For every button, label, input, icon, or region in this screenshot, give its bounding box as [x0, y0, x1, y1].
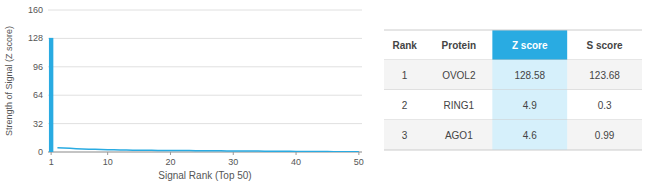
- y-tick-label: 0: [38, 147, 43, 157]
- highlight-cell-bg: [492, 120, 567, 150]
- y-tick-label: 160: [28, 5, 43, 15]
- line: [57, 148, 358, 152]
- y-axis-label: Strength of Signal (Z score): [4, 26, 14, 136]
- table-cell: AGO1: [445, 130, 473, 141]
- table-cell: 0.99: [595, 130, 615, 141]
- table-cell: 1: [402, 70, 408, 81]
- x-tick-label: 40: [291, 157, 301, 167]
- highlight-cell-bg: [492, 90, 567, 120]
- table-cell: 4.9: [523, 100, 537, 111]
- x-tick: [107, 152, 108, 155]
- table-cell: 123.68: [589, 70, 620, 81]
- plot-area: [49, 38, 359, 152]
- highlight-cell-bg: [492, 60, 567, 90]
- chart-root: 032649612816011020304050Signal Rank (Top…: [0, 0, 650, 191]
- table-header: Z score: [512, 40, 548, 51]
- table-cell: 3: [402, 130, 408, 141]
- x-tick: [170, 152, 171, 155]
- header-cell-bg: [492, 30, 567, 60]
- axes: 0 32 64 96 128 160 1 10 20 30 40 50 Signal Rank (Top…: [4, 5, 364, 181]
- table-rule: [384, 30, 642, 31]
- table-cell: RING1: [444, 100, 475, 111]
- x-tick: [233, 152, 234, 155]
- x-tick-label: 50: [354, 157, 364, 167]
- x-tick: [358, 152, 359, 155]
- table-header: Rank: [392, 40, 417, 51]
- table-cell: 2: [402, 100, 408, 111]
- x-tick-label: 1: [49, 157, 54, 167]
- y-tick-label: 96: [33, 62, 43, 72]
- row-bg: [384, 90, 642, 120]
- table-header: Protein: [442, 40, 476, 51]
- table-rule: [384, 150, 642, 151]
- x-tick: [51, 152, 52, 155]
- grid-line: [48, 10, 362, 11]
- x-tick-label: 30: [228, 157, 238, 167]
- x-axis-label: Signal Rank (Top 50): [158, 170, 251, 181]
- table-cell: 0.3: [598, 100, 612, 111]
- table-cell: 128.58: [514, 70, 545, 81]
- table-header: S score: [587, 40, 624, 51]
- table-cell: OVOL2: [442, 70, 476, 81]
- x-tick: [296, 152, 297, 155]
- row-bg: [384, 60, 642, 90]
- bar: [49, 38, 53, 152]
- y-tick-label: 128: [28, 33, 43, 43]
- table-cell: 4.6: [523, 130, 537, 141]
- x-tick-label: 20: [165, 157, 175, 167]
- y-tick-label: 32: [33, 119, 43, 129]
- table: Rank Protein Z score S score 1 OVOL2 128.58 123…: [384, 30, 642, 150]
- grid-line: [48, 95, 362, 96]
- grid-line: [48, 38, 362, 39]
- x-tick-label: 10: [103, 157, 113, 167]
- grid-line: [48, 123, 362, 124]
- row-bg: [384, 120, 642, 150]
- grid-line: [48, 66, 362, 67]
- y-tick-label: 64: [33, 90, 43, 100]
